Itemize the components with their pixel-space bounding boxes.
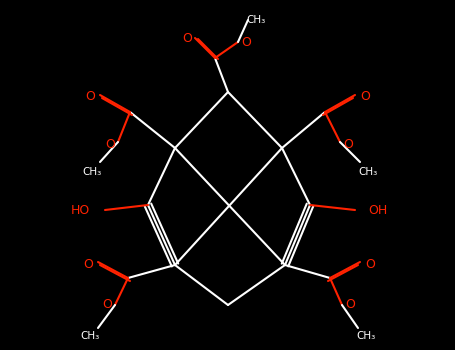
Text: CH₃: CH₃ — [356, 331, 376, 341]
Text: O: O — [102, 299, 112, 312]
Text: O: O — [360, 91, 370, 104]
Text: O: O — [182, 32, 192, 44]
Text: CH₃: CH₃ — [246, 15, 266, 25]
Text: O: O — [365, 258, 375, 271]
Text: O: O — [105, 138, 115, 150]
Text: CH₃: CH₃ — [82, 167, 101, 177]
Text: O: O — [85, 91, 95, 104]
Text: HO: HO — [71, 203, 90, 217]
Text: CH₃: CH₃ — [81, 331, 100, 341]
Text: O: O — [241, 35, 251, 49]
Text: O: O — [343, 138, 353, 150]
Text: O: O — [345, 299, 355, 312]
Text: CH₃: CH₃ — [359, 167, 378, 177]
Text: OH: OH — [368, 203, 387, 217]
Text: O: O — [83, 258, 93, 271]
